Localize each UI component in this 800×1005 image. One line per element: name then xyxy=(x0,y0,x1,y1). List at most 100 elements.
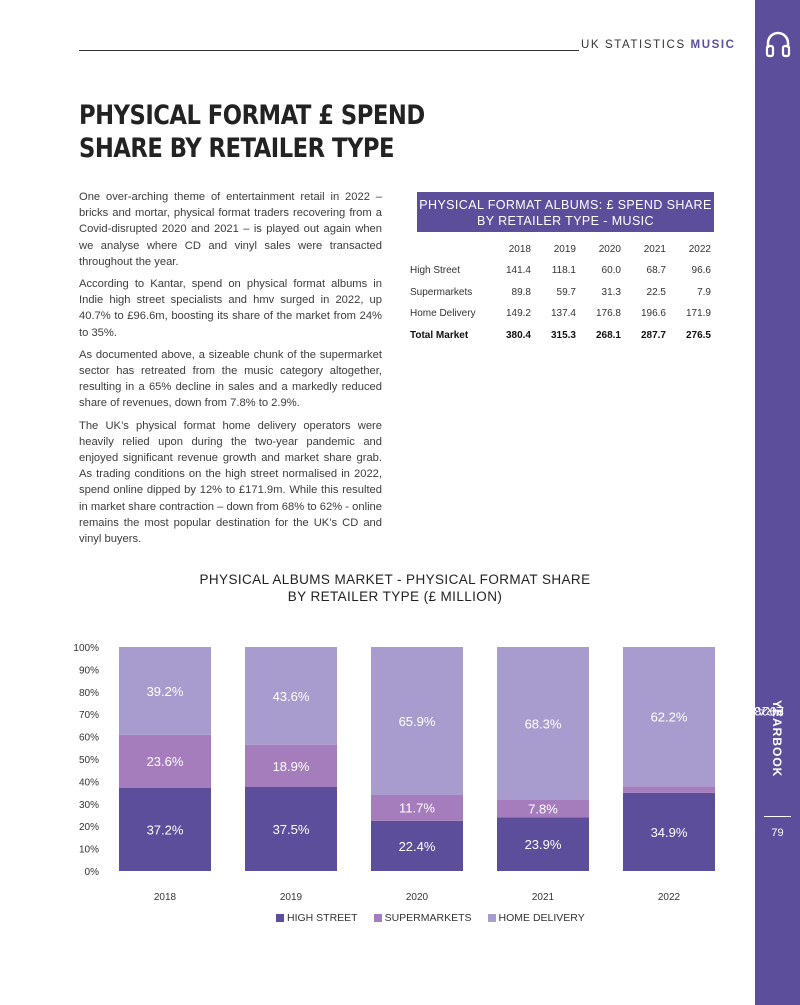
header-rule xyxy=(79,50,579,51)
chart-title-line2: BY RETAILER TYPE (£ MILLION) xyxy=(287,589,503,604)
table-cell: 141.4 xyxy=(505,265,531,277)
bar-segment xyxy=(497,647,589,800)
data-label: 65.9% xyxy=(399,714,436,729)
data-label: 37.2% xyxy=(147,822,184,837)
table-cell: 137.4 xyxy=(550,308,576,320)
table-cell: 7.9 xyxy=(697,286,711,298)
legend-label: HIGH STREET xyxy=(287,912,358,924)
data-label: 34.9% xyxy=(651,825,688,840)
page-title-line1: PHYSICAL FORMAT £ SPEND xyxy=(79,100,425,131)
page-title-line2: SHARE BY RETAILER TYPE xyxy=(79,133,394,164)
y-tick-label: 100% xyxy=(73,643,99,654)
sidebar-divider xyxy=(764,816,791,817)
body-text: One over-arching theme of entertainment … xyxy=(79,189,382,553)
legend-swatch xyxy=(487,914,496,922)
data-label: 11.7% xyxy=(399,801,435,816)
chart-title: PHYSICAL ALBUMS MARKET - PHYSICAL FORMAT… xyxy=(150,571,640,605)
stacked-bar-chart: 0% 10% 20% 30% 40% 50% 60% 70% 80% 90% 100% 37.2% 23… xyxy=(73,643,715,903)
y-tick-label: 50% xyxy=(79,755,99,766)
section-prefix: UK STATISTICS xyxy=(581,39,686,51)
year-header: 2022 xyxy=(688,243,711,255)
bar-segment xyxy=(371,647,463,795)
year-header: 2020 xyxy=(598,243,621,255)
table-cell: 22.5 xyxy=(646,286,666,298)
table-cell: 149.2 xyxy=(505,308,531,320)
legend-swatch xyxy=(373,914,382,922)
data-label: 18.9% xyxy=(273,759,310,774)
table-total-row: Total Market 380.4 315.3 268.1 287.7 276… xyxy=(409,325,714,347)
headphones-icon xyxy=(765,31,791,58)
table-cell: 196.6 xyxy=(640,308,666,320)
y-tick-label: 80% xyxy=(79,688,99,699)
row-label: High Street xyxy=(410,265,461,277)
table-title-line2: BY RETAILER TYPE - MUSIC xyxy=(476,214,654,228)
table-header-row: 2018 2019 2020 2021 2022 xyxy=(409,238,714,260)
table-cell: 380.4 xyxy=(505,329,531,341)
bar-segment xyxy=(497,799,589,818)
spend-table: 2018 2019 2020 2021 2022 High Street 141… xyxy=(409,238,714,346)
data-label: 62.2% xyxy=(651,710,688,725)
table-cell: 60.0 xyxy=(601,265,621,277)
y-tick-label: 70% xyxy=(79,710,99,721)
table-cell: 276.5 xyxy=(685,329,711,341)
bar-segment xyxy=(623,792,715,871)
bar-segment xyxy=(623,647,715,787)
page-number: 79 xyxy=(771,827,784,839)
table-row: Home Delivery 149.2 137.4 176.8 196.6 17… xyxy=(409,303,714,325)
legend-item: SUPERMARKETS xyxy=(373,912,472,924)
sidebar: ERA YEARBOOK 2023 79 xyxy=(753,0,800,1005)
y-tick-label: 90% xyxy=(79,665,99,676)
table-cell: 89.8 xyxy=(511,286,531,298)
table-cell: 171.9 xyxy=(685,308,711,320)
paragraph-4: The UK’s physical format home delivery o… xyxy=(79,419,382,546)
legend-item: HIGH STREET xyxy=(276,912,358,924)
bar-segment xyxy=(371,820,463,871)
data-label: 22.4% xyxy=(399,839,436,854)
table-cell: 268.1 xyxy=(595,329,621,341)
table-title: PHYSICAL FORMAT ALBUMS: £ SPEND SHARE BY… xyxy=(417,192,714,232)
bar-segment xyxy=(119,787,211,871)
data-label: 39.2% xyxy=(147,684,184,699)
data-label: 43.6% xyxy=(273,689,310,704)
table-cell: 59.7 xyxy=(556,286,576,298)
row-label: Supermarkets xyxy=(410,286,473,298)
section-label: UK STATISTICS MUSIC xyxy=(581,39,736,51)
data-label: 23.9% xyxy=(525,837,562,852)
data-label: 23.6% xyxy=(147,754,184,769)
y-tick-label: 0% xyxy=(85,867,100,878)
paragraph-2: According to Kantar, spend on physical f… xyxy=(79,278,382,339)
y-tick-label: 20% xyxy=(79,822,99,833)
x-tick-label: 2018 xyxy=(154,892,177,903)
x-tick-label: 2022 xyxy=(658,892,681,903)
table-cell: 315.3 xyxy=(550,329,576,341)
bar-segment xyxy=(497,817,589,871)
table-cell: 68.7 xyxy=(646,265,666,277)
chart-legend: HIGH STREET SUPERMARKETS HOME DELIVERY xyxy=(276,912,585,924)
bar-segment xyxy=(245,787,337,871)
bar-segment xyxy=(245,744,337,787)
x-tick-label: 2020 xyxy=(406,892,429,903)
bar-segment xyxy=(119,647,211,735)
table-row: High Street 141.4 118.1 60.0 68.7 96.6 xyxy=(409,260,714,282)
x-tick-label: 2021 xyxy=(532,892,555,903)
paragraph-1: One over-arching theme of entertainment … xyxy=(79,191,382,268)
row-label: Total Market xyxy=(410,329,469,341)
table-cell: 287.7 xyxy=(640,329,666,341)
y-tick-label: 10% xyxy=(79,845,99,856)
y-tick-label: 60% xyxy=(79,733,99,744)
chart-title-line1: PHYSICAL ALBUMS MARKET - PHYSICAL FORMAT… xyxy=(199,572,591,587)
bar-segment xyxy=(623,786,715,793)
legend-label: HOME DELIVERY xyxy=(498,912,585,924)
data-label: 68.3% xyxy=(525,716,562,731)
page-title: PHYSICAL FORMAT £ SPEND SHARE BY RETAILE… xyxy=(79,99,425,165)
data-label: 37.5% xyxy=(273,822,310,837)
year-header: 2018 xyxy=(508,243,531,255)
table-title-line1: PHYSICAL FORMAT ALBUMS: £ SPEND SHARE xyxy=(419,198,712,212)
publication-year: 2023 xyxy=(753,704,784,718)
legend-item: HOME DELIVERY xyxy=(487,912,585,924)
year-header: 2019 xyxy=(553,243,576,255)
table-corner xyxy=(409,238,489,260)
legend-swatch xyxy=(276,914,284,922)
data-label: 7.8% xyxy=(528,802,558,817)
bar-segment xyxy=(371,794,463,821)
